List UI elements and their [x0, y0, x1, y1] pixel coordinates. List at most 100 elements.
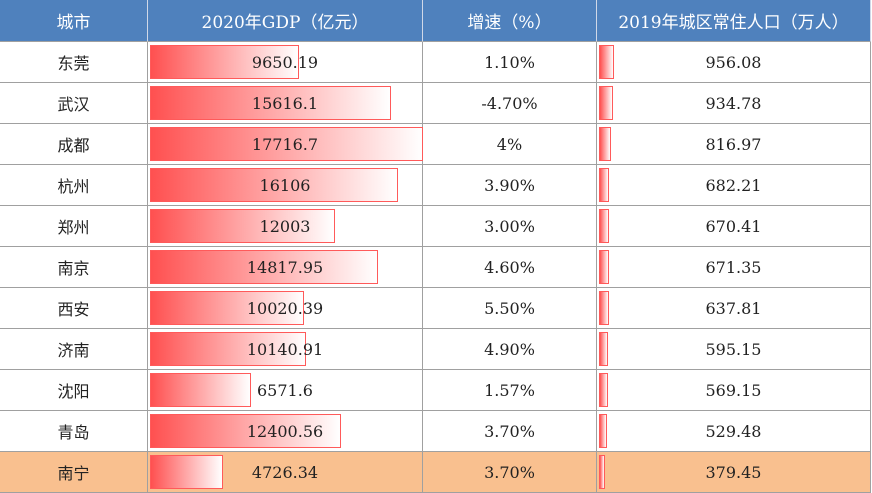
cell-text: 3.70% [484, 421, 535, 441]
city-cell: 青岛 [0, 411, 148, 452]
cell-text: 595.15 [705, 339, 762, 359]
data-bar [599, 250, 610, 284]
cell-text: 816.97 [705, 134, 762, 154]
cell-text: 529.48 [705, 421, 762, 441]
header-cell: 城市 [0, 0, 148, 42]
value-cell: 10140.91 [148, 329, 423, 370]
cell-text: 4.60% [484, 257, 535, 277]
cell-text: 东莞 [57, 54, 90, 73]
data-bar [599, 45, 614, 79]
value-cell: 569.15 [597, 370, 871, 411]
data-bar [599, 332, 609, 366]
value-cell: 1.10% [423, 42, 597, 83]
cell-text: 956.08 [705, 52, 762, 72]
cell-text: 沈阳 [57, 382, 90, 401]
cell-text: 12003 [259, 216, 311, 236]
city-cell: 济南 [0, 329, 148, 370]
cell-text: 15616.1 [251, 93, 319, 113]
cell-text: 379.45 [705, 462, 762, 482]
cell-text: 637.81 [705, 298, 762, 318]
value-cell: 670.41 [597, 206, 871, 247]
header-cell: 2019年城区常住人口（万人） [597, 0, 871, 42]
data-bar [599, 455, 605, 489]
data-bar [150, 373, 252, 407]
cell-text: 3.00% [484, 216, 535, 236]
value-cell: 956.08 [597, 42, 871, 83]
data-bar [150, 127, 423, 161]
value-cell: 4% [423, 124, 597, 165]
value-cell: 637.81 [597, 288, 871, 329]
cell-text: 4% [496, 134, 523, 154]
value-cell: 4726.34 [148, 452, 423, 493]
data-bar [150, 332, 307, 366]
value-cell: 12400.56 [148, 411, 423, 452]
data-bar [150, 168, 399, 202]
value-cell: -4.70% [423, 83, 597, 124]
value-cell: 1.57% [423, 370, 597, 411]
value-cell: 3.70% [423, 411, 597, 452]
city-cell: 南京 [0, 247, 148, 288]
data-bar [599, 86, 614, 120]
cell-text: 4.90% [484, 339, 535, 359]
data-bar [150, 250, 379, 284]
cell-text: 郑州 [57, 218, 90, 237]
value-cell: 3.90% [423, 165, 597, 206]
value-cell: 16106 [148, 165, 423, 206]
value-cell: 6571.6 [148, 370, 423, 411]
value-cell: 4.90% [423, 329, 597, 370]
data-bar [150, 86, 391, 120]
cell-text: 14817.95 [246, 257, 324, 277]
cell-text: 杭州 [57, 177, 90, 196]
value-cell: 816.97 [597, 124, 871, 165]
city-cell: 武汉 [0, 83, 148, 124]
city-cell: 成都 [0, 124, 148, 165]
value-cell: 4.60% [423, 247, 597, 288]
cell-text: 670.41 [705, 216, 762, 236]
cell-text: 569.15 [705, 380, 762, 400]
value-cell: 379.45 [597, 452, 871, 493]
data-bar [150, 209, 335, 243]
cell-text: 南京 [57, 259, 90, 278]
city-cell: 沈阳 [0, 370, 148, 411]
cell-text: 青岛 [57, 423, 90, 442]
cell-text: 12400.56 [246, 421, 324, 441]
value-cell: 10020.39 [148, 288, 423, 329]
cell-text: 16106 [259, 175, 311, 195]
city-cell: 东莞 [0, 42, 148, 83]
cell-text: 10140.91 [246, 339, 324, 359]
value-cell: 3.00% [423, 206, 597, 247]
cell-text: 成都 [57, 136, 90, 155]
cell-text: 1.10% [484, 52, 535, 72]
data-bar [150, 45, 299, 79]
cell-text: 934.78 [705, 93, 762, 113]
data-bar [599, 209, 610, 243]
city-cell: 西安 [0, 288, 148, 329]
city-cell: 郑州 [0, 206, 148, 247]
cell-text: 17716.7 [251, 134, 319, 154]
value-cell: 9650.19 [148, 42, 423, 83]
data-bar [599, 373, 608, 407]
data-bar [599, 168, 610, 202]
value-cell: 529.48 [597, 411, 871, 452]
cell-text: 10020.39 [246, 298, 324, 318]
cell-text: 南宁 [57, 464, 90, 483]
data-bar [599, 291, 609, 325]
cell-text: -4.70% [481, 93, 538, 113]
cell-text: 3.70% [484, 462, 535, 482]
cell-text: 西安 [57, 300, 90, 319]
data-bar [150, 291, 305, 325]
cell-text: 武汉 [57, 95, 90, 114]
cell-text: 6571.6 [257, 380, 313, 400]
city-cell: 南宁 [0, 452, 148, 493]
cell-text: 671.35 [705, 257, 762, 277]
value-cell: 3.70% [423, 452, 597, 493]
value-cell: 671.35 [597, 247, 871, 288]
cell-text: 9650.19 [251, 52, 319, 72]
value-cell: 5.50% [423, 288, 597, 329]
data-bar [599, 127, 612, 161]
value-cell: 595.15 [597, 329, 871, 370]
cell-text: 济南 [57, 341, 90, 360]
value-cell: 934.78 [597, 83, 871, 124]
cell-text: 5.50% [484, 298, 535, 318]
